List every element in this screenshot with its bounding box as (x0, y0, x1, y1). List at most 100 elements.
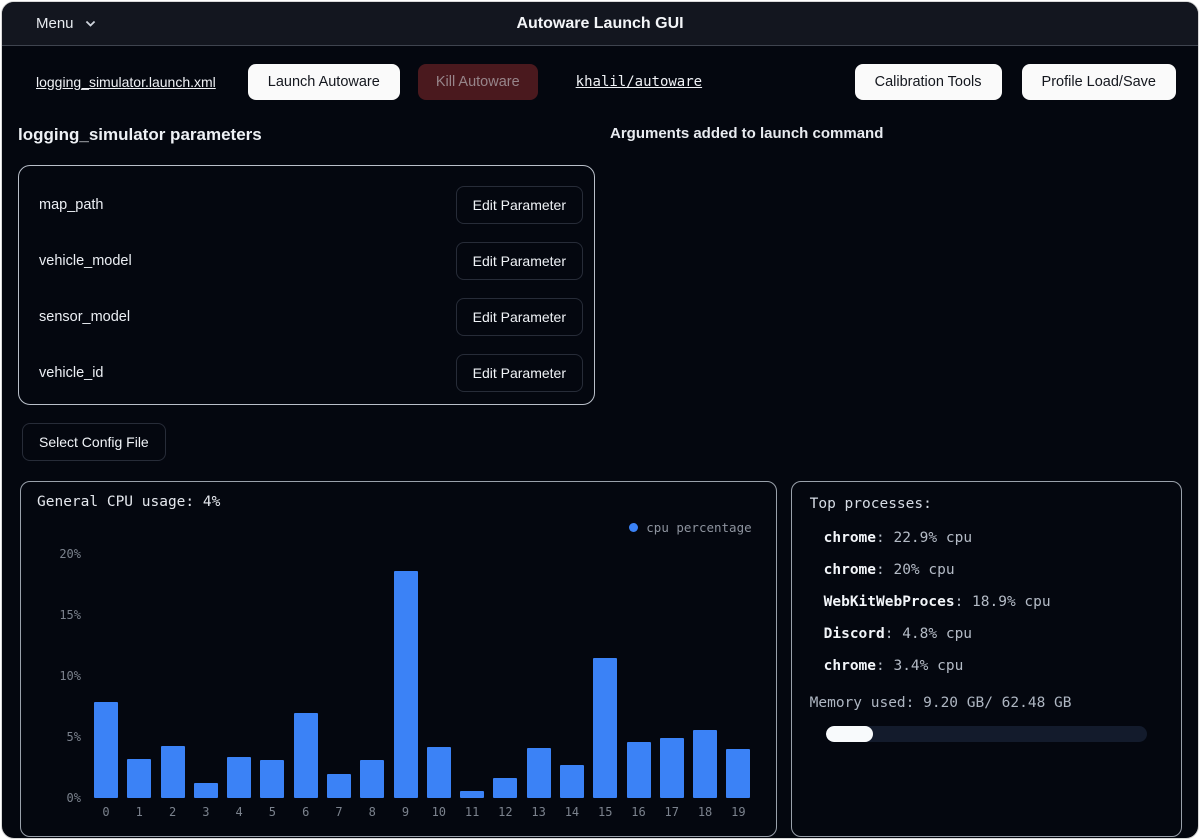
process-name: chrome (823, 658, 877, 674)
x-axis-tick: 9 (401, 805, 410, 819)
menu-button[interactable]: Menu (36, 15, 97, 32)
parameter-name: sensor_model (39, 309, 131, 325)
x-axis-tick: 12 (498, 805, 513, 819)
cpu-bar (626, 742, 651, 798)
x-axis-tick: 14 (564, 805, 580, 819)
x-axis-tick: 15 (597, 805, 613, 819)
memory-progress-track (825, 726, 1147, 742)
process-name: WebKitWebProces (823, 594, 955, 610)
x-axis-tick: 17 (664, 805, 679, 819)
memory-progress-fill (825, 726, 873, 742)
cpu-bar (393, 571, 418, 798)
arguments-heading: Arguments added to launch command (610, 125, 884, 142)
headings-row: logging_simulator parameters Arguments a… (2, 125, 1198, 145)
processes-heading: Top processes: (809, 496, 932, 512)
memory-label: Memory used: 9.20 GB/ 62.48 GB (809, 695, 1072, 711)
x-axis-tick: 18 (697, 805, 713, 819)
x-axis-tick: 2 (168, 805, 177, 819)
edit-parameter-button[interactable]: Edit Parameter (455, 354, 583, 392)
cpu-bar (526, 748, 551, 798)
cpu-bar (326, 774, 351, 798)
chart-plot-area: 0% 5% 10% 15% 20% (59, 547, 754, 805)
process-item: chrome: 20% cpu (824, 554, 1163, 586)
process-cpu-value: : 18.9% cpu (954, 594, 1051, 610)
edit-parameter-button[interactable]: Edit Parameter (455, 242, 583, 280)
x-axis-tick: 8 (368, 805, 376, 819)
process-name: chrome (823, 530, 877, 546)
profile-load-save-button[interactable]: Profile Load/Save (1021, 64, 1176, 100)
cpu-bar (293, 713, 318, 798)
cpu-bar (260, 760, 285, 798)
cpu-chart-panel: General CPU usage: 4% cpu percentage 0% 5… (20, 481, 777, 837)
chevron-down-icon (85, 20, 95, 27)
chart-x-axis: 0 1 2 3 4 5 6 7 8 9 10 11 12 13 14 15 16 17 18 19 (91, 805, 754, 819)
x-axis-tick: 10 (431, 805, 447, 819)
cpu-bar (559, 765, 584, 798)
edit-parameter-button[interactable]: Edit Parameter (455, 186, 583, 224)
process-name: chrome (823, 562, 877, 578)
chart-legend: cpu percentage (629, 520, 752, 535)
x-axis-tick: 3 (202, 805, 210, 819)
parameters-card: map_path Edit Parameter vehicle_model Edit … (18, 165, 595, 405)
process-cpu-value: : 3.4% cpu (876, 658, 964, 674)
parameter-name: vehicle_id (39, 365, 104, 381)
parameter-name: vehicle_model (39, 253, 132, 269)
cpu-bar (227, 757, 252, 798)
cpu-bar (94, 702, 118, 798)
process-item: WebKitWebProces: 18.9% cpu (824, 586, 1163, 618)
x-axis-tick: 6 (302, 805, 310, 819)
y-axis-tick: 5% (66, 730, 81, 744)
y-axis-tick: 10% (59, 669, 81, 683)
chart-bars (91, 554, 754, 798)
x-axis-tick: 19 (731, 805, 746, 819)
process-cpu-value: : 4.8% cpu (884, 626, 973, 642)
process-name: Discord (823, 626, 885, 642)
launch-autoware-button[interactable]: Launch Autoware (247, 64, 400, 100)
chart-title: General CPU usage: 4% (37, 494, 221, 510)
repo-link[interactable]: khalil/autoware (575, 74, 703, 90)
calibration-tools-button[interactable]: Calibration Tools (854, 64, 1002, 100)
y-axis-tick: 15% (59, 608, 81, 622)
y-axis-tick: 0% (66, 791, 81, 805)
cpu-bar (460, 791, 485, 798)
processes-panel: Top processes: chrome: 22.9% cpu chrome: … (790, 481, 1182, 837)
process-item: Discord: 4.8% cpu (824, 618, 1163, 650)
legend-label: cpu percentage (646, 520, 752, 535)
launch-file-link[interactable]: logging_simulator.launch.xml (36, 74, 216, 90)
cpu-bar (127, 759, 152, 798)
bottom-row: General CPU usage: 4% cpu percentage 0% 5… (20, 481, 1182, 837)
parameter-name: map_path (39, 197, 104, 213)
cpu-bar (593, 658, 618, 798)
parameter-row: map_path Edit Parameter (39, 177, 583, 233)
cpu-bar (360, 760, 385, 798)
toolbar: logging_simulator.launch.xml Launch Auto… (2, 63, 1198, 101)
y-axis-tick: 20% (59, 547, 81, 561)
x-axis-tick: 5 (268, 805, 277, 819)
cpu-bar (426, 747, 451, 798)
cpu-bar (726, 749, 751, 798)
window-title: Autoware Launch GUI (516, 14, 684, 32)
process-item: chrome: 3.4% cpu (824, 650, 1163, 682)
cpu-bar (659, 738, 684, 798)
cpu-bar (493, 778, 518, 798)
x-axis-tick: 16 (631, 805, 646, 819)
parameter-row: sensor_model Edit Parameter (39, 289, 583, 345)
x-axis-tick: 13 (531, 805, 546, 819)
process-cpu-value: : 20% cpu (876, 562, 955, 578)
parameter-row: vehicle_model Edit Parameter (39, 233, 583, 289)
select-config-file-button[interactable]: Select Config File (22, 423, 166, 461)
x-axis-tick: 7 (335, 805, 343, 819)
x-axis-tick: 0 (102, 805, 110, 819)
cpu-bar (193, 783, 218, 798)
process-list: chrome: 22.9% cpu chrome: 20% cpu WebKitWe… (810, 522, 1163, 682)
x-axis-tick: 1 (135, 805, 143, 819)
process-cpu-value: : 22.9% cpu (876, 530, 973, 546)
x-axis-tick: 4 (235, 805, 243, 819)
legend-dot-icon (629, 523, 639, 532)
parameter-row: Edit Parameter (39, 401, 583, 404)
parameters-heading: logging_simulator parameters (18, 125, 262, 144)
titlebar: Menu Autoware Launch GUI (2, 2, 1198, 46)
edit-parameter-button[interactable]: Edit Parameter (455, 298, 583, 336)
process-item: chrome: 22.9% cpu (824, 522, 1163, 554)
